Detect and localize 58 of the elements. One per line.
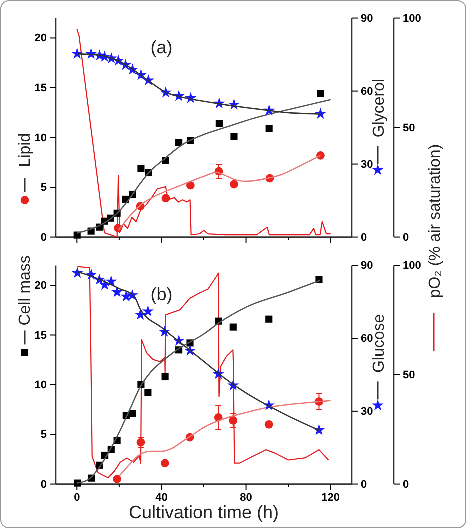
y3-tick-label: 100 <box>403 260 422 272</box>
y3-tick-label: 100 <box>403 12 422 25</box>
point <box>160 459 170 468</box>
y3-tick-label: 0 <box>403 232 410 244</box>
y2-tick-label: 0 <box>361 478 368 491</box>
y-tick-label: 20 <box>34 280 47 292</box>
x-tick-label: 40 <box>156 492 168 504</box>
y2-tick-label: 60 <box>361 333 374 346</box>
point <box>134 308 146 320</box>
point <box>162 373 169 381</box>
y3-axis-title: pO₂ (% air saturation) <box>427 144 444 298</box>
y2-axis-title: Glucose <box>371 314 388 374</box>
y2-tick-label: 90 <box>361 260 374 272</box>
y-tick-label: 15 <box>34 82 47 94</box>
point <box>113 475 122 484</box>
y-tick-label: 10 <box>34 379 47 392</box>
y-axis-title: Cell mass <box>17 256 34 326</box>
y2-tick-label: 30 <box>361 406 374 418</box>
point <box>230 133 238 140</box>
point <box>138 165 145 172</box>
point <box>229 416 238 425</box>
y-tick-label: 15 <box>34 330 47 342</box>
x-axis-title: Cultivation time (h) <box>128 502 280 522</box>
y-tick-label: 0 <box>40 478 47 491</box>
y-axis-title: Lipid <box>17 133 34 168</box>
point <box>230 180 238 189</box>
line-series <box>76 28 332 238</box>
y3-tick-label: 50 <box>403 370 416 382</box>
x-tick-label: 80 <box>240 492 252 504</box>
x-tick-label: 120 <box>322 492 340 504</box>
y2-tick-label: 60 <box>361 86 374 98</box>
point <box>266 316 273 323</box>
y-tick-label: 10 <box>34 132 47 144</box>
y-tick-label: 0 <box>40 232 47 244</box>
point <box>264 420 274 429</box>
point <box>317 90 324 98</box>
y-tick-label: 5 <box>40 182 47 194</box>
text: (a) <box>150 37 173 58</box>
y3-tick-label: 50 <box>403 122 416 134</box>
point <box>129 410 136 418</box>
point <box>176 139 183 146</box>
y-tick-label: 5 <box>40 429 47 442</box>
y2-axis-title: Glycerol <box>371 78 388 138</box>
y-tick-label: 20 <box>34 32 47 45</box>
point <box>216 120 223 128</box>
x-tick-label: 0 <box>74 492 80 504</box>
point <box>230 324 237 331</box>
text: (b) <box>150 284 173 305</box>
point <box>266 125 273 132</box>
point <box>186 181 195 190</box>
y2-tick-label: 30 <box>361 158 374 171</box>
point <box>162 194 170 203</box>
point <box>142 305 154 317</box>
y2-tick-label: 90 <box>361 12 374 25</box>
point <box>144 389 152 396</box>
point <box>111 286 124 298</box>
y2-tick-label: 0 <box>361 232 368 244</box>
y3-tick-label: 0 <box>403 478 410 491</box>
